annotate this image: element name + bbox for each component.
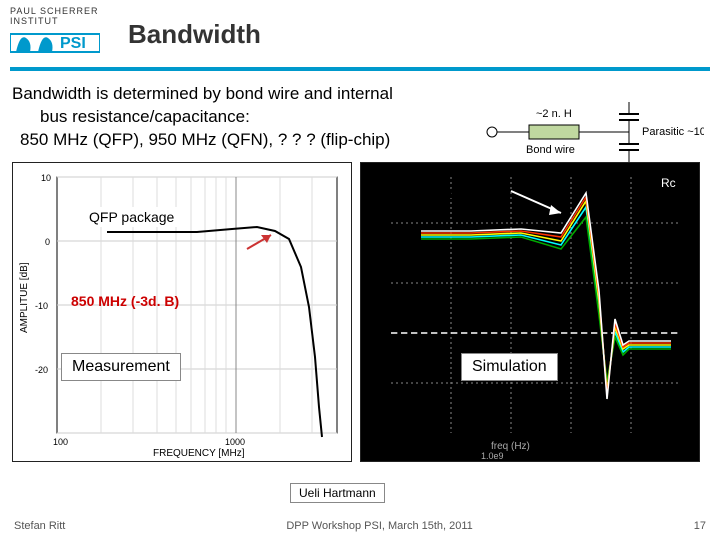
intro-line1: Bandwidth is determined by bond wire and… — [12, 83, 472, 106]
intro-line2: bus resistance/capacitance: — [12, 106, 472, 129]
svg-text:1.0e9: 1.0e9 — [481, 451, 504, 461]
bus-width-annot: final bus width — [416, 167, 475, 199]
measurement-label: Measurement — [61, 353, 181, 381]
inductor-label: ~2 n. H — [536, 108, 572, 120]
svg-text:Rc: Rc — [661, 176, 676, 190]
left-ylabel: AMPLITUE [dB] — [19, 262, 30, 333]
credit-box: Ueli Hartmann — [290, 483, 385, 503]
page-title: Bandwidth — [128, 19, 261, 50]
header-rule — [10, 67, 710, 71]
psi-logo: PAUL SCHERRER INSTITUT PSI — [10, 6, 120, 63]
svg-text:PSI: PSI — [60, 35, 86, 52]
left-xlabel: FREQUENCY [MHz] — [153, 448, 245, 459]
footer-author: Stefan Ritt — [14, 520, 65, 532]
footer-page: 17 — [694, 520, 706, 532]
intro-text: Bandwidth is determined by bond wire and… — [12, 83, 472, 152]
institute-name: PAUL SCHERRER INSTITUT — [10, 6, 120, 26]
simulation-label: Simulation — [461, 353, 558, 381]
measurement-chart: AMPLITUE [dB] FREQUENCY [MHz] 10 0 -10 -… — [12, 162, 352, 462]
footer: Stefan Ritt DPP Workshop PSI, March 15th… — [0, 520, 720, 532]
bondwire-label: Bond wire — [526, 144, 575, 156]
capacitor-label: Parasitic ~10 p. F — [642, 126, 704, 138]
header: PAUL SCHERRER INSTITUT PSI Bandwidth — [0, 0, 720, 63]
psi-logo-icon: PSI — [10, 28, 100, 58]
850mhz-annot: 850 MHz (-3d. B) — [71, 293, 179, 309]
simulation-chart: Rc freq (Hz) 1.0e9 final bus width Simul… — [360, 162, 700, 462]
footer-event: DPP Workshop PSI, March 15th, 2011 — [286, 520, 472, 532]
qfp-annot: QFP package — [83, 207, 180, 227]
intro-line3: 850 MHz (QFP), 950 MHz (QFN), ? ? ? (fli… — [12, 129, 472, 152]
